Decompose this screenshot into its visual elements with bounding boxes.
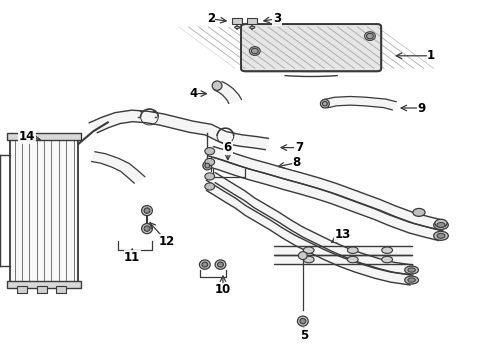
Ellipse shape (437, 222, 445, 228)
Text: 9: 9 (417, 102, 425, 114)
Ellipse shape (215, 260, 226, 269)
Ellipse shape (144, 226, 150, 231)
Polygon shape (206, 183, 413, 285)
Ellipse shape (212, 81, 222, 90)
Text: 3: 3 (273, 12, 281, 25)
Polygon shape (208, 157, 443, 240)
Text: 2: 2 (207, 12, 215, 25)
Bar (37, 286, 47, 293)
Bar (7, 281, 81, 288)
FancyBboxPatch shape (241, 24, 381, 71)
Ellipse shape (142, 224, 152, 234)
Ellipse shape (199, 260, 210, 269)
Ellipse shape (408, 278, 416, 282)
Text: 6: 6 (224, 141, 232, 154)
Ellipse shape (435, 219, 447, 227)
Ellipse shape (142, 206, 152, 216)
Ellipse shape (413, 208, 425, 216)
Ellipse shape (251, 48, 258, 54)
Polygon shape (206, 172, 413, 275)
Polygon shape (208, 147, 443, 230)
Ellipse shape (367, 33, 373, 39)
Bar (17, 286, 27, 293)
Ellipse shape (322, 102, 327, 106)
Text: 10: 10 (215, 283, 231, 296)
Text: 1: 1 (427, 49, 435, 62)
Ellipse shape (437, 233, 445, 238)
Bar (7, 133, 81, 140)
Ellipse shape (298, 252, 307, 260)
Ellipse shape (382, 256, 392, 263)
Text: 8: 8 (293, 156, 300, 169)
Text: 5: 5 (300, 329, 308, 342)
Polygon shape (274, 246, 412, 255)
Polygon shape (92, 152, 145, 183)
Ellipse shape (297, 316, 308, 326)
Ellipse shape (300, 318, 306, 324)
Ellipse shape (365, 32, 375, 40)
Text: 14: 14 (19, 130, 35, 143)
Text: 12: 12 (158, 235, 175, 248)
Ellipse shape (249, 47, 260, 55)
Bar (232, 18, 242, 24)
Bar (56, 286, 66, 293)
Ellipse shape (303, 256, 314, 263)
Ellipse shape (205, 183, 215, 190)
Ellipse shape (250, 26, 255, 28)
Ellipse shape (144, 208, 150, 213)
Ellipse shape (434, 220, 448, 230)
Ellipse shape (205, 173, 215, 180)
Polygon shape (214, 82, 242, 103)
Text: 4: 4 (190, 87, 197, 100)
Ellipse shape (347, 256, 358, 263)
Text: 11: 11 (124, 251, 141, 264)
Ellipse shape (235, 26, 240, 28)
Ellipse shape (203, 161, 212, 170)
Ellipse shape (347, 247, 358, 253)
Text: 13: 13 (335, 228, 351, 241)
Ellipse shape (205, 148, 215, 155)
Polygon shape (324, 96, 396, 110)
Ellipse shape (320, 99, 329, 108)
Ellipse shape (24, 132, 33, 138)
Polygon shape (274, 255, 412, 264)
Ellipse shape (382, 247, 392, 253)
Ellipse shape (434, 231, 448, 240)
Ellipse shape (205, 163, 210, 168)
Ellipse shape (218, 262, 223, 267)
Ellipse shape (405, 266, 418, 274)
Ellipse shape (303, 247, 314, 253)
Ellipse shape (205, 158, 215, 166)
Bar (247, 18, 257, 24)
Ellipse shape (405, 276, 418, 284)
Polygon shape (89, 110, 269, 150)
Ellipse shape (202, 262, 208, 267)
Polygon shape (10, 137, 78, 284)
Text: 7: 7 (295, 141, 303, 154)
Ellipse shape (408, 268, 416, 272)
